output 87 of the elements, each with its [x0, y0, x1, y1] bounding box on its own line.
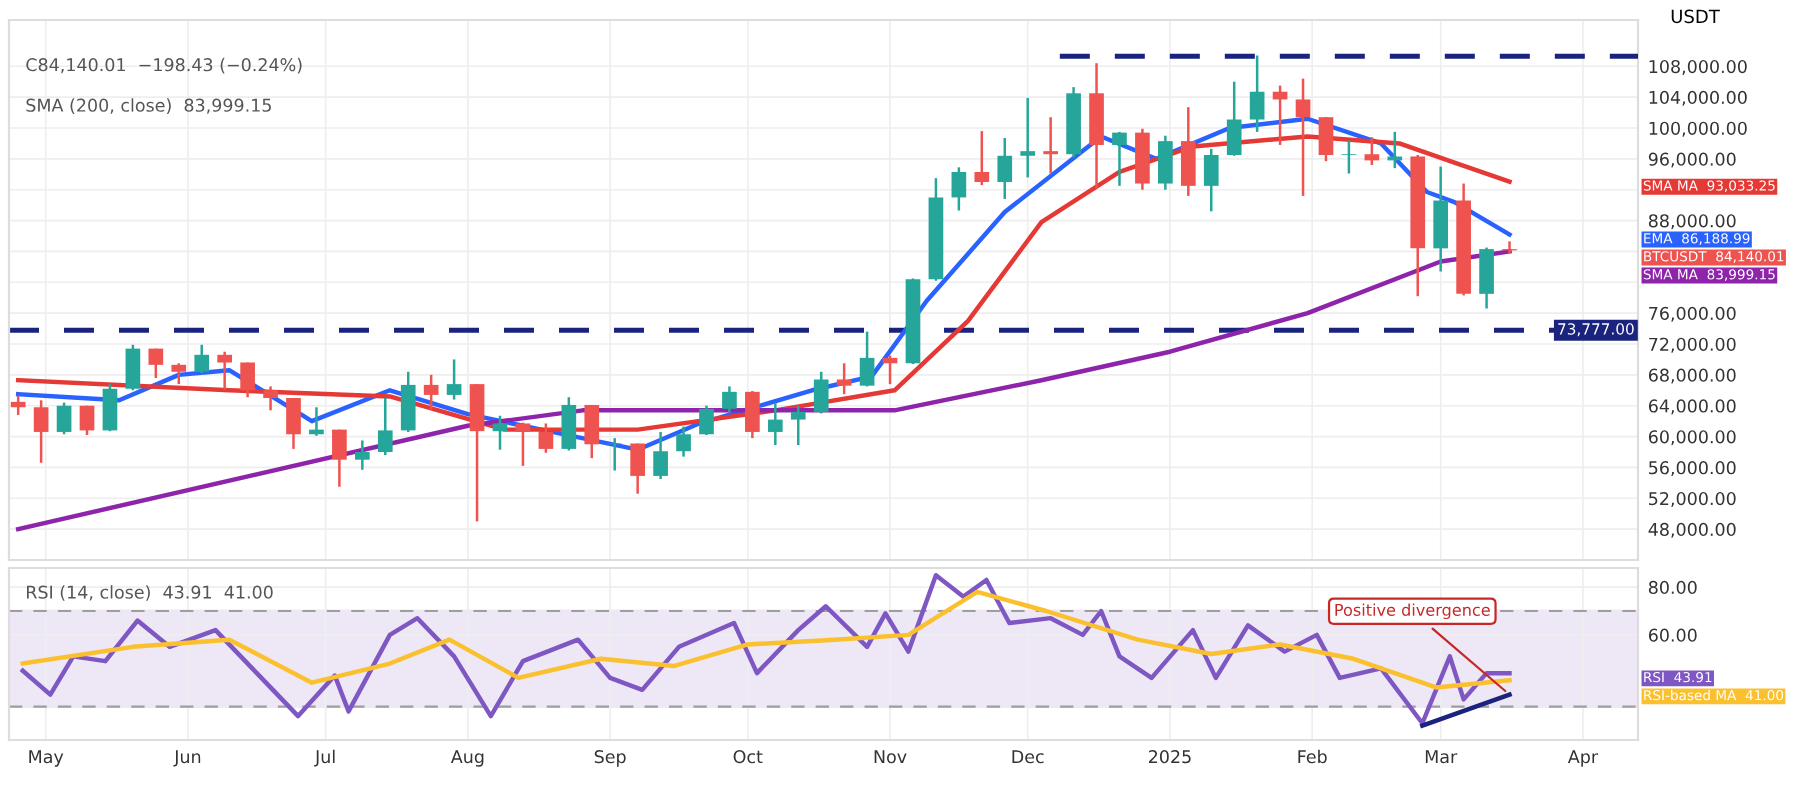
candlestick — [767, 401, 783, 447]
candlestick — [1020, 96, 1036, 179]
candlestick — [1203, 147, 1219, 213]
candlestick — [561, 395, 577, 452]
x-tick-label: Mar — [1425, 750, 1458, 764]
candlestick — [286, 396, 301, 451]
candlestick — [974, 129, 990, 187]
y-tick-label: 64,000.00 — [1648, 399, 1736, 415]
candlestick — [653, 430, 668, 481]
candlestick — [699, 404, 714, 437]
annotation: SMA (200, close) 83,999.15 — [26, 98, 271, 114]
x-tick-label: Dec — [1012, 750, 1044, 764]
candlestick — [263, 385, 278, 412]
candlestick — [446, 358, 462, 401]
candlestick — [676, 425, 691, 458]
candlestick — [10, 394, 26, 417]
candlestick — [859, 330, 875, 388]
candlestick — [745, 389, 760, 440]
x-tick-label: 2025 — [1148, 750, 1191, 764]
annotation: RSI (14, close) 43.91 41.00 — [27, 585, 273, 601]
y-tick-label: 76,000.00 — [1649, 306, 1736, 322]
line-series — [20, 589, 1512, 690]
candlestick — [377, 396, 393, 457]
candlestick — [1158, 134, 1173, 191]
annotation: C84,140.01 −198.43 (−0.24%) — [26, 57, 302, 74]
candlestick — [997, 136, 1013, 201]
y-tick-label: 56,000.00 — [1649, 461, 1736, 477]
line-series — [20, 572, 1512, 726]
candlestick — [354, 439, 370, 471]
candlestick — [56, 401, 72, 436]
candlestick — [332, 428, 347, 488]
candlestick — [423, 373, 439, 411]
candlestick — [33, 399, 49, 465]
y-tick-label: 52,000.00 — [1649, 491, 1736, 507]
candlestick — [813, 370, 829, 415]
candlestick — [1341, 139, 1357, 175]
candlestick — [1479, 246, 1494, 310]
candlestick — [1112, 130, 1127, 188]
candlestick — [1318, 115, 1334, 163]
candlestick — [515, 421, 531, 468]
candlestick — [125, 343, 141, 392]
x-tick-label: Oct — [733, 750, 763, 764]
candlestick — [1249, 54, 1265, 134]
x-tick-label: Apr — [1567, 750, 1599, 767]
x-tick-label: Jun — [173, 750, 201, 767]
annotation: Positive divergence — [1335, 603, 1490, 620]
candlestick — [240, 361, 255, 399]
y-tick-label: 104,000.00 — [1649, 90, 1747, 106]
candlestick — [1433, 165, 1449, 273]
candlestick — [148, 347, 164, 380]
y-tick-label: 96,000.00 — [1648, 152, 1736, 168]
candlestick — [584, 403, 600, 460]
candlestick — [722, 385, 737, 414]
y-axis-title: USDT — [1671, 9, 1720, 24]
x-tick-label: Feb — [1298, 749, 1327, 764]
x-tick-label: Jul — [314, 749, 335, 767]
candlestick — [194, 343, 210, 375]
candlestick — [400, 370, 416, 434]
candlestick — [1226, 80, 1242, 158]
y-tick-label: 72,000.00 — [1649, 337, 1736, 353]
x-tick-label: Aug — [450, 750, 484, 767]
y-tick-label: 68,000.00 — [1648, 368, 1736, 384]
y-tick-label: 100,000.00 — [1649, 121, 1747, 137]
x-tick-label: Nov — [874, 750, 907, 764]
candlestick — [538, 422, 554, 455]
y-tick-label: 108,000.00 — [1649, 59, 1747, 75]
candlestick — [79, 404, 95, 437]
y-tick-label: 88,000.00 — [1648, 214, 1736, 230]
x-tick-label: Sep — [594, 750, 626, 767]
candlestick — [1180, 105, 1196, 198]
candlestick — [102, 382, 118, 433]
candlestick — [492, 414, 508, 451]
x-tick-label: May — [29, 750, 64, 767]
candlestick — [1295, 77, 1311, 198]
candlestick — [1364, 136, 1380, 167]
candlestick — [630, 442, 645, 495]
y-tick-label: 60.00 — [1648, 628, 1697, 642]
candlestick — [217, 350, 233, 391]
y-tick-label: 60,000.00 — [1648, 430, 1736, 446]
y-tick-label: 80.00 — [1648, 580, 1697, 595]
candlestick — [836, 362, 852, 396]
candlestick — [1043, 115, 1058, 175]
candlestick — [951, 166, 967, 212]
y-tick-label: 48,000.00 — [1648, 522, 1736, 538]
candlestick — [790, 404, 806, 447]
candlestick — [469, 382, 485, 523]
candlestick — [171, 362, 187, 386]
